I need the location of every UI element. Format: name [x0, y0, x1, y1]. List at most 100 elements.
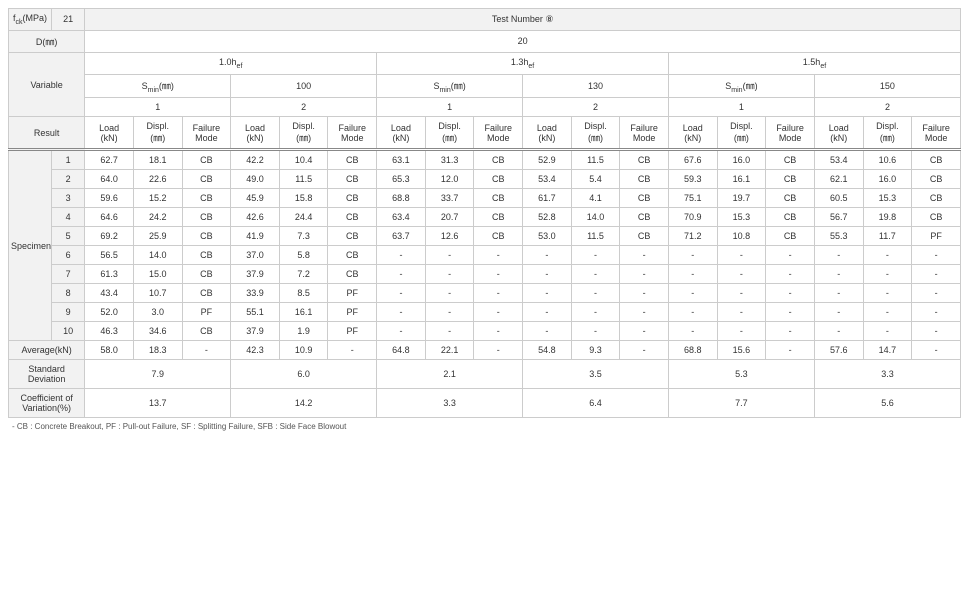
cell: -	[912, 265, 961, 284]
cell: 43.4	[85, 284, 134, 303]
failure-hdr: FailureMode	[474, 117, 523, 150]
cell: 33.7	[425, 189, 474, 208]
cell: -	[668, 265, 717, 284]
cell: -	[571, 284, 620, 303]
cell: 11.7	[863, 227, 912, 246]
failure-hdr: FailureMode	[620, 117, 669, 150]
cell: CB	[474, 208, 523, 227]
cell: 15.3	[717, 208, 766, 227]
cell: -	[425, 246, 474, 265]
cell: -	[668, 303, 717, 322]
cell: 63.7	[377, 227, 426, 246]
displ-hdr: Displ.(㎜)	[717, 117, 766, 150]
cell: 53.0	[523, 227, 572, 246]
displ-hdr: Displ.(㎜)	[571, 117, 620, 150]
table-row: 264.022.6CB49.011.5CB65.312.0CB53.45.4CB…	[9, 170, 961, 189]
avg-cell: 9.3	[571, 341, 620, 360]
cell: -	[863, 246, 912, 265]
cell: -	[571, 303, 620, 322]
cell: 22.6	[133, 170, 182, 189]
cell: 42.2	[231, 150, 280, 170]
cell: -	[863, 322, 912, 341]
cell: 59.6	[85, 189, 134, 208]
cell: CB	[182, 189, 231, 208]
cell: 24.4	[279, 208, 328, 227]
specimen-label: Specimen	[9, 150, 52, 341]
cell: -	[523, 284, 572, 303]
cell: 69.2	[85, 227, 134, 246]
cov-cell: 13.7	[85, 389, 231, 418]
d-value: 20	[85, 30, 961, 52]
cell: -	[523, 322, 572, 341]
cell: 45.9	[231, 189, 280, 208]
cell: CB	[182, 322, 231, 341]
avg-cell: 14.7	[863, 341, 912, 360]
col-150: 150	[814, 74, 960, 98]
row-num: 7	[51, 265, 84, 284]
col-2b: 2	[523, 98, 669, 117]
cell: CB	[182, 150, 231, 170]
cell: -	[523, 303, 572, 322]
cell: 7.2	[279, 265, 328, 284]
cell: CB	[328, 170, 377, 189]
variable-label: Variable	[9, 52, 85, 117]
stddev-cell: 6.0	[231, 360, 377, 389]
cell: 11.5	[279, 170, 328, 189]
cov-cell: 6.4	[523, 389, 669, 418]
col-1c: 1	[668, 98, 814, 117]
cell: -	[474, 265, 523, 284]
hef-13: 1.3hef	[377, 52, 669, 74]
hef-10: 1.0hef	[85, 52, 377, 74]
cell: 25.9	[133, 227, 182, 246]
load-hdr: Load(kN)	[814, 117, 863, 150]
cell: CB	[766, 227, 815, 246]
cell: 15.2	[133, 189, 182, 208]
cell: 5.4	[571, 170, 620, 189]
cell: 19.8	[863, 208, 912, 227]
avg-cell: 54.8	[523, 341, 572, 360]
cell: -	[620, 246, 669, 265]
cell: 4.1	[571, 189, 620, 208]
avg-cell: 57.6	[814, 341, 863, 360]
cell: 67.6	[668, 150, 717, 170]
cell: -	[912, 284, 961, 303]
cell: 16.0	[863, 170, 912, 189]
cell: -	[571, 265, 620, 284]
cell: 33.9	[231, 284, 280, 303]
cell: CB	[912, 189, 961, 208]
row-num: 1	[51, 150, 84, 170]
cell: -	[912, 246, 961, 265]
cov-cell: 7.7	[668, 389, 814, 418]
cell: -	[523, 265, 572, 284]
cell: CB	[474, 150, 523, 170]
load-hdr: Load(kN)	[231, 117, 280, 150]
stddev-cell: 2.1	[377, 360, 523, 389]
cell: PF	[328, 303, 377, 322]
cell: 52.0	[85, 303, 134, 322]
displ-hdr: Displ.(㎜)	[425, 117, 474, 150]
displ-hdr: Displ.(㎜)	[133, 117, 182, 150]
cell: CB	[182, 246, 231, 265]
load-hdr: Load(kN)	[523, 117, 572, 150]
cell: -	[474, 303, 523, 322]
cell: -	[766, 303, 815, 322]
cell: 15.8	[279, 189, 328, 208]
cell: -	[717, 265, 766, 284]
col-1a: 1	[85, 98, 231, 117]
cell: -	[668, 246, 717, 265]
cell: 15.0	[133, 265, 182, 284]
cell: -	[377, 303, 426, 322]
cell: CB	[328, 265, 377, 284]
cell: -	[717, 303, 766, 322]
cell: 62.1	[814, 170, 863, 189]
col-130: 130	[523, 74, 669, 98]
cell: 37.9	[231, 265, 280, 284]
load-hdr: Load(kN)	[668, 117, 717, 150]
cell: 37.9	[231, 322, 280, 341]
cell: CB	[474, 189, 523, 208]
cell: 42.6	[231, 208, 280, 227]
cell: 55.1	[231, 303, 280, 322]
cell: CB	[620, 227, 669, 246]
cell: -	[425, 265, 474, 284]
col-100: 100	[231, 74, 377, 98]
